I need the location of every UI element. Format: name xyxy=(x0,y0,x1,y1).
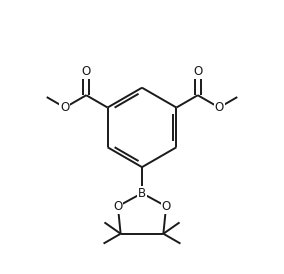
Text: O: O xyxy=(162,200,171,213)
Text: O: O xyxy=(214,101,224,114)
Text: O: O xyxy=(82,65,91,78)
Text: O: O xyxy=(60,101,70,114)
Text: O: O xyxy=(193,65,202,78)
Text: B: B xyxy=(138,187,146,200)
Text: O: O xyxy=(113,200,122,213)
